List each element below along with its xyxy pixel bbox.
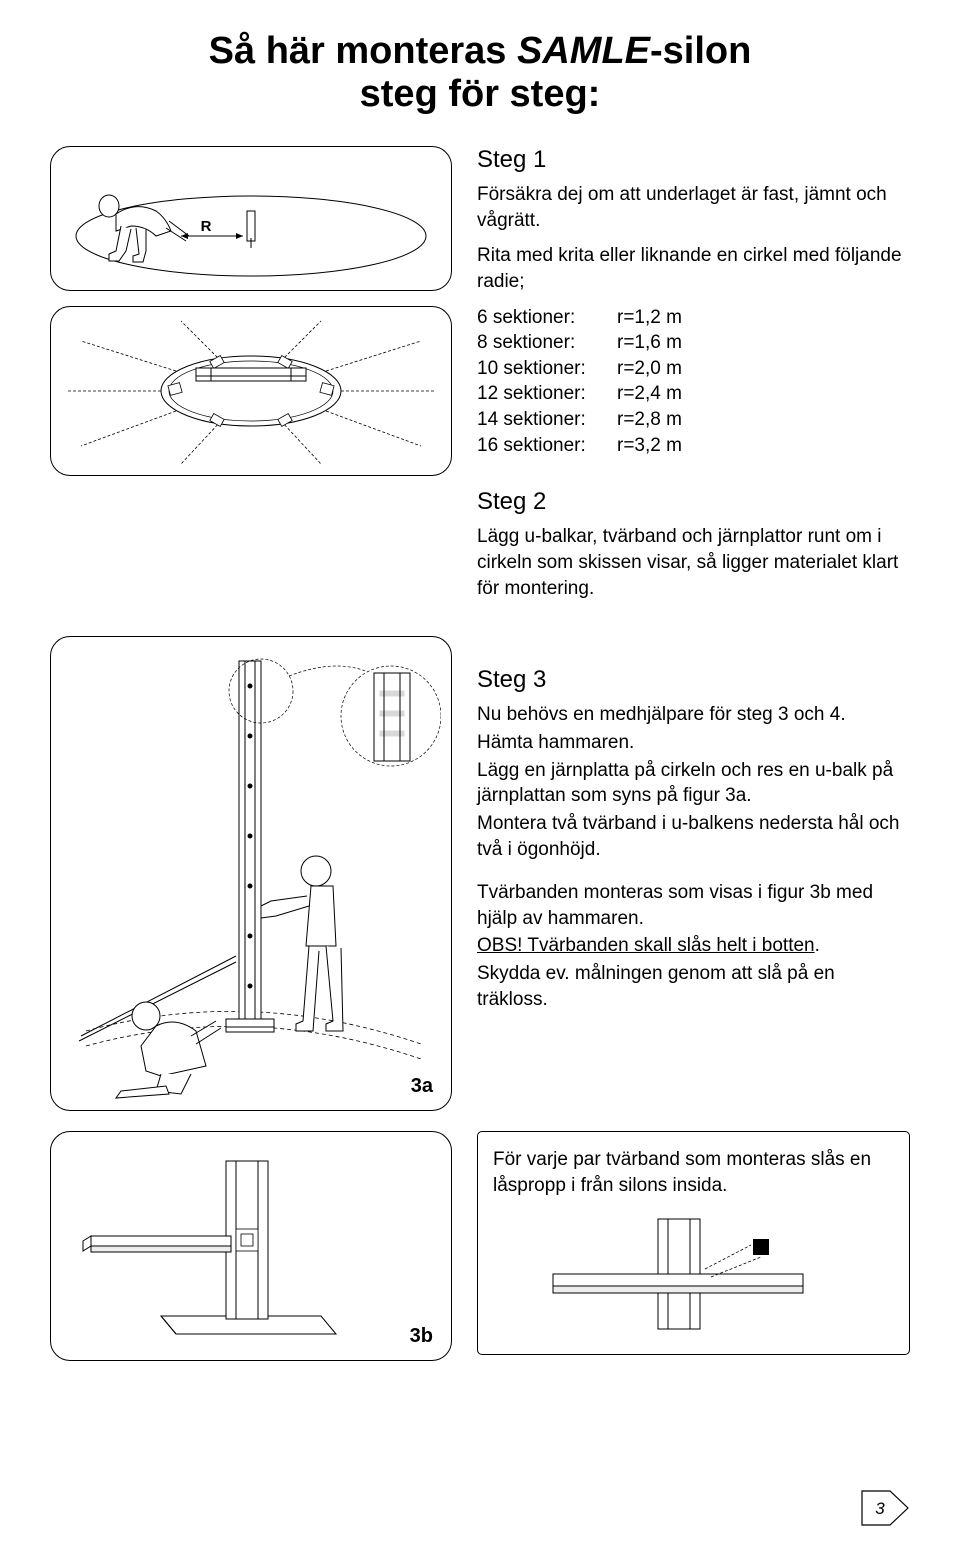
radii-row: 10 sektioner:r=2,0 m bbox=[477, 356, 910, 382]
infobox-col: För varje par tvärband som monteras slås… bbox=[477, 1131, 910, 1361]
radii-row: 12 sektioner:r=2,4 m bbox=[477, 381, 910, 407]
step3-p4: Montera två tvärband i u-balkens nederst… bbox=[477, 811, 910, 862]
step1-intro: Försäkra dej om att underlaget är fast, … bbox=[477, 182, 910, 233]
title-line1: Så här monteras SAMLE-silon bbox=[50, 30, 910, 73]
radii-row: 8 sektioner:r=1,6 m bbox=[477, 330, 910, 356]
page-arrow-icon: 3 bbox=[860, 1489, 910, 1527]
step2-body: Lägg u-balkar, tvärband och järnplattor … bbox=[477, 524, 910, 601]
title-italic: SAMLE bbox=[517, 30, 650, 72]
info-box: För varje par tvärband som monteras slås… bbox=[477, 1131, 910, 1354]
fig-label-3b: 3b bbox=[410, 1325, 433, 1348]
step3-obs-suffix: . bbox=[815, 935, 820, 956]
bottom-row: 3b bbox=[50, 1131, 910, 1361]
figure-step2 bbox=[50, 306, 452, 476]
radii-row: 16 sektioner:r=3,2 m bbox=[477, 433, 910, 459]
step1-row: R bbox=[50, 146, 910, 611]
step3-obs-line: OBS! Tvärbanden skall slås helt i botten… bbox=[477, 933, 910, 959]
figure-step1: R bbox=[50, 146, 452, 291]
infobox-text: För varje par tvärband som monteras slås… bbox=[493, 1147, 894, 1198]
figure-step3b: 3b bbox=[50, 1131, 452, 1361]
title-suffix: -silon bbox=[650, 30, 751, 72]
step1-illustration: R bbox=[61, 156, 441, 281]
infobox-body: För varje par tvärband som monteras slås… bbox=[493, 1147, 894, 1198]
radii-list: 6 sektioner:r=1,2 m 8 sektioner:r=1,6 m … bbox=[477, 305, 910, 459]
title-prefix: Så här monteras bbox=[209, 30, 517, 72]
step2-illustration bbox=[61, 316, 441, 466]
radii-row: 6 sektioner:r=1,2 m bbox=[477, 305, 910, 331]
step1-heading: Steg 1 bbox=[477, 146, 910, 174]
step3-obs: OBS! Tvärbanden skall slås helt i botten bbox=[477, 935, 815, 956]
step3-p1: Nu behövs en medhjälpare för steg 3 och … bbox=[477, 702, 910, 728]
figure-3b-col: 3b bbox=[50, 1131, 452, 1361]
step3-text-col: Steg 3 Nu behövs en medhjälpare för steg… bbox=[477, 636, 910, 1111]
figure-step3a: 3a bbox=[50, 636, 452, 1111]
radii-row: 14 sektioner:r=2,8 m bbox=[477, 407, 910, 433]
step3-body: Nu behövs en medhjälpare för steg 3 och … bbox=[477, 702, 910, 1012]
title-line2: steg för steg: bbox=[50, 73, 910, 116]
step3b-illustration bbox=[61, 1141, 441, 1351]
step2-heading: Steg 2 bbox=[477, 488, 910, 516]
step1-figures: R bbox=[50, 146, 452, 611]
fig-label-3a: 3a bbox=[411, 1075, 433, 1098]
step3-heading: Steg 3 bbox=[477, 666, 910, 694]
step2-text: Lägg u-balkar, tvärband och järnplattor … bbox=[477, 524, 910, 601]
step1-text-col: Steg 1 Försäkra dej om att underlaget är… bbox=[477, 146, 910, 611]
infobox-illustration bbox=[493, 1209, 853, 1339]
step3-figure-col: 3a bbox=[50, 636, 452, 1111]
page-title: Så här monteras SAMLE-silon steg för ste… bbox=[50, 30, 910, 116]
step3-p2: Hämta hammaren. bbox=[477, 730, 910, 756]
step1-intro2: Rita med krita eller liknande en cirkel … bbox=[477, 243, 910, 294]
r-label-text: R bbox=[201, 218, 212, 235]
step3-row: 3a bbox=[50, 636, 910, 1111]
step3a-illustration bbox=[61, 646, 441, 1101]
step3-p3: Lägg en järnplatta på cirkeln och res en… bbox=[477, 758, 910, 809]
step1-body: Försäkra dej om att underlaget är fast, … bbox=[477, 182, 910, 458]
step3-p5: Tvärbanden monteras som visas i figur 3b… bbox=[477, 880, 910, 931]
page-number: 3 bbox=[875, 1499, 885, 1518]
step3-p6: Skydda ev. målningen genom att slå på en… bbox=[477, 961, 910, 1012]
